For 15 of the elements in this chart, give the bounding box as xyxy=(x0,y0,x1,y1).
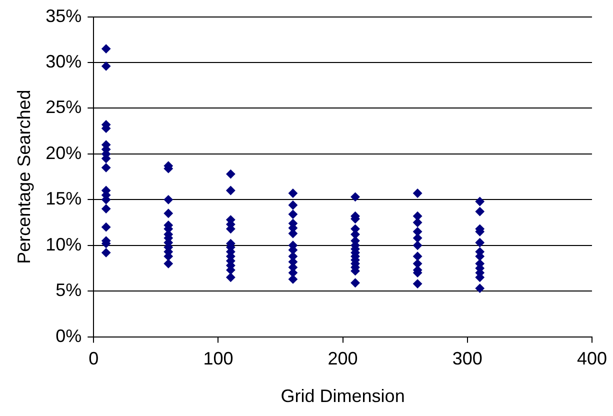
y-tick-label: 30% xyxy=(46,51,82,72)
y-axis-title: Percentage Searched xyxy=(14,90,34,264)
x-tick-label: 300 xyxy=(452,348,482,369)
x-tick-label: 0 xyxy=(88,348,99,369)
y-tick-label: 20% xyxy=(46,142,82,163)
y-tick-label: 0% xyxy=(56,326,82,346)
x-tick-label: 100 xyxy=(203,348,234,369)
x-tick-label: 400 xyxy=(576,348,608,369)
y-tick-label: 15% xyxy=(46,188,82,209)
y-tick-label: 5% xyxy=(56,280,82,300)
y-tick-label: 35% xyxy=(46,6,82,26)
y-tick-label: 25% xyxy=(46,97,82,118)
x-axis-title: Grid Dimension xyxy=(280,386,405,406)
x-tick-label: 200 xyxy=(328,348,358,369)
y-tick-label: 10% xyxy=(46,234,82,254)
